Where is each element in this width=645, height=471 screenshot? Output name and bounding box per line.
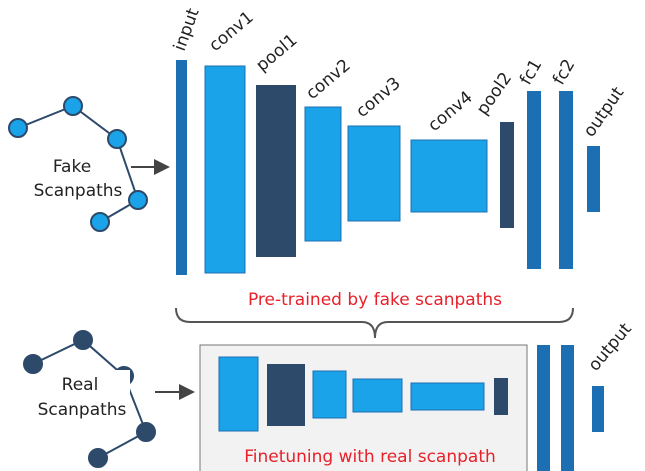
layer (587, 146, 600, 212)
layer-label: input (170, 5, 204, 53)
caption: Finetuning with real scanpath (244, 447, 496, 467)
layer-label: conv3 (352, 73, 404, 121)
layer (256, 85, 296, 257)
layer (312, 370, 347, 419)
layer (561, 345, 574, 471)
layer (304, 106, 342, 242)
layer (347, 125, 401, 222)
bottom-network (218, 345, 604, 471)
layer (527, 91, 541, 269)
layer (410, 139, 488, 213)
layer-label: fc1 (516, 56, 546, 89)
real-label: Scanpaths (38, 400, 127, 420)
layer (352, 378, 403, 413)
layer-label: output (580, 83, 629, 141)
layer-label: fc2 (549, 56, 579, 89)
real-label: Real (62, 375, 99, 395)
caption: Pre-trained by fake scanpaths (248, 290, 502, 310)
layer-label: conv1 (205, 7, 257, 55)
layer (218, 356, 259, 432)
layer-label: pool1 (252, 30, 301, 76)
layer (267, 364, 305, 426)
layer (592, 386, 604, 432)
layer (559, 91, 573, 269)
layer (500, 122, 514, 228)
layer (494, 378, 508, 415)
layer (410, 382, 485, 411)
layer (204, 65, 246, 274)
brace (175, 307, 574, 339)
layer-label: conv2 (302, 55, 354, 103)
layer-label: output (585, 319, 637, 375)
layer (537, 345, 550, 471)
label-bg (45, 370, 130, 420)
label-bg (40, 150, 120, 200)
layer-label: conv4 (424, 87, 476, 135)
fake-scanpath (8, 96, 148, 232)
layer (176, 60, 187, 275)
fake-label: Scanpaths (34, 181, 123, 201)
layer-label: pool2 (473, 69, 516, 119)
fake-label: Fake (53, 157, 91, 177)
